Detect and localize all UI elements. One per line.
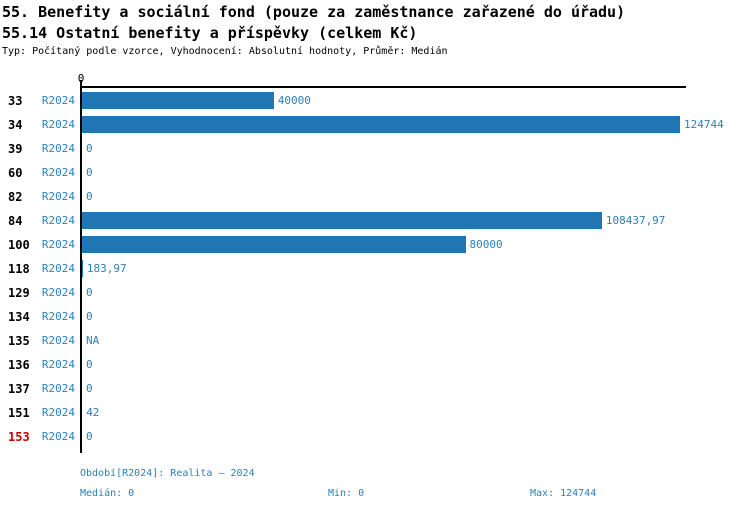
chart-row: 33 R2024 40000 [0,89,750,113]
value-label: 0 [86,382,93,395]
value-label: 0 [86,358,93,371]
value-label: NA [86,334,100,347]
chart-row: 129 R2024 0 [0,281,750,305]
value-bar [82,236,466,253]
value-label: 124744 [684,118,724,131]
row-period-label: R2024 [41,382,75,395]
row-id-label: 60 [8,166,23,180]
row-period-label: R2024 [41,166,75,179]
chart-row: 137 R2024 0 [0,377,750,401]
value-label: 0 [86,190,93,203]
row-period-label: R2024 [41,406,75,419]
row-period-label: R2024 [41,334,75,347]
row-id-label: 82 [8,190,23,204]
x-axis-zero-tick-label: 0 [77,72,85,85]
row-id-label: 151 [8,406,30,420]
value-label: 0 [86,430,93,443]
value-label: 0 [86,142,93,155]
chart-title-line2: 55.14 Ostatní benefity a příspěvky (celk… [2,24,418,42]
value-label: 80000 [469,238,503,251]
x-axis-line [80,86,686,88]
value-label: 183,97 [86,262,127,275]
row-period-label: R2024 [41,286,75,299]
value-bar [82,116,680,133]
row-period-label: R2024 [41,358,75,371]
row-id-label: 118 [8,262,30,276]
row-id-label: 34 [8,118,23,132]
footer-min-stat: Min: 0 [328,488,365,499]
chart-row: 153 R2024 0 [0,425,750,449]
row-id-label: 129 [8,286,30,300]
value-bar [82,92,274,109]
row-period-label: R2024 [41,94,75,107]
row-id-label: 39 [8,142,23,156]
value-label: 40000 [277,94,311,107]
value-bar [82,260,83,277]
chart-row: 34 R2024 124744 [0,113,750,137]
chart-row: 60 R2024 0 [0,161,750,185]
row-period-label: R2024 [41,214,75,227]
chart-title-line1: 55. Benefity a sociální fond (pouze za z… [2,3,626,21]
chart-row: 136 R2024 0 [0,353,750,377]
y-axis-line [80,86,82,453]
row-period-label: R2024 [41,118,75,131]
row-id-label: 33 [8,94,23,108]
row-id-label: 84 [8,214,23,228]
row-period-label: R2024 [41,142,75,155]
row-id-label: 137 [8,382,30,396]
chart-row: 84 R2024 108437,97 [0,209,750,233]
row-id-label: 153 [8,430,30,444]
row-period-label: R2024 [41,430,75,443]
row-period-label: R2024 [41,262,75,275]
chart-row: 151 R2024 42 [0,401,750,425]
row-id-label: 135 [8,334,30,348]
chart-row: 134 R2024 0 [0,305,750,329]
row-id-label: 134 [8,310,30,324]
value-bar [82,212,602,229]
row-period-label: R2024 [41,310,75,323]
row-period-label: R2024 [41,238,75,251]
chart-row: 135 R2024 NA [0,329,750,353]
row-id-label: 136 [8,358,30,372]
chart-row: 100 R2024 80000 [0,233,750,257]
footer-period-label: Období[R2024]: Realita – 2024 [80,468,255,479]
chart-row: 82 R2024 0 [0,185,750,209]
value-label: 0 [86,310,93,323]
chart-subtitle: Typ: Počítaný podle vzorce, Vyhodnocení:… [2,46,448,57]
value-label: 108437,97 [605,214,666,227]
x-axis-zero-tick-mark [80,80,82,87]
chart-row: 118 R2024 183,97 [0,257,750,281]
row-id-label: 100 [8,238,30,252]
value-label: 0 [86,286,93,299]
footer-max-stat: Max: 124744 [530,488,597,499]
chart-row: 39 R2024 0 [0,137,750,161]
value-label: 42 [86,406,100,419]
footer-median-stat: Medián: 0 [80,488,135,499]
value-label: 0 [86,166,93,179]
row-period-label: R2024 [41,190,75,203]
